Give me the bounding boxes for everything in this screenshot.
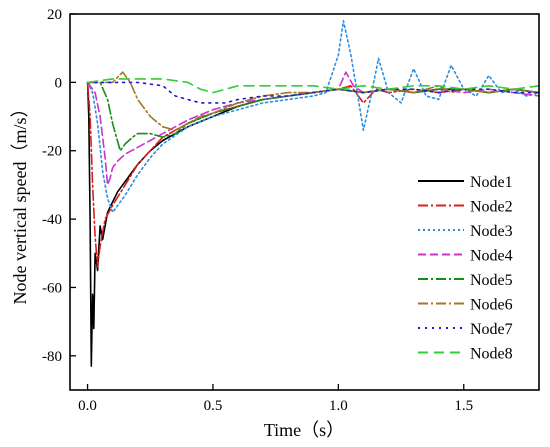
legend-label-node8: Node8	[470, 346, 513, 363]
y-tick-label: 0	[55, 75, 63, 91]
x-tick-label: 0.0	[78, 398, 97, 414]
y-tick-label: -40	[42, 212, 62, 228]
x-axis-title: Time（s）	[264, 420, 344, 440]
legend: Node1 Node2 Node3 Node4 Node5 Node6 Node7 Node8	[418, 174, 513, 363]
legend-label-node7: Node7	[470, 321, 513, 338]
series-line-node3	[86, 20, 540, 214]
legend-label-node6: Node6	[470, 297, 513, 314]
legend-label-node3: Node3	[470, 223, 513, 240]
y-tick-label: -60	[42, 280, 62, 296]
axes-layer	[69, 13, 540, 391]
series-line-node4	[86, 71, 540, 186]
legend-label-node2: Node2	[470, 199, 513, 216]
y-axis-title: Node vertical speed（m/s）	[10, 100, 30, 305]
y-tick-label: 20	[47, 7, 62, 23]
y-tick-label: -80	[42, 349, 62, 365]
x-tick-label: 1.0	[329, 398, 348, 414]
ticks-layer: 0.0 0.5 1.0 1.5 20 0 -20 -40 -60 -80	[42, 7, 473, 414]
x-tick-label: 0.5	[204, 398, 223, 414]
series-line-node8	[86, 78, 540, 94]
legend-label-node4: Node4	[470, 248, 513, 265]
series-line-node5	[86, 81, 540, 152]
legend-label-node1: Node1	[470, 174, 513, 191]
legend-label-node5: Node5	[470, 272, 513, 289]
plot-frame	[69, 13, 540, 391]
series-layer	[86, 20, 540, 367]
x-tick-label: 1.5	[454, 398, 473, 414]
y-tick-label: -20	[42, 144, 62, 160]
series-line-node6	[86, 71, 540, 131]
